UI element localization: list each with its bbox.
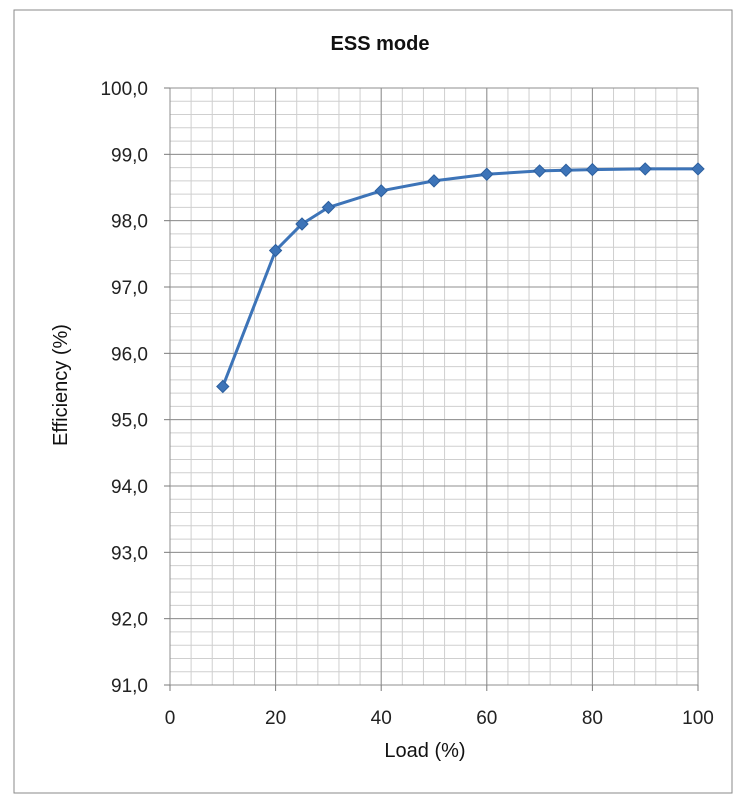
x-axis-ticks: 0 20 40 60 80 100 bbox=[165, 685, 714, 729]
x-tick-label: 60 bbox=[476, 708, 497, 729]
data-point-marker bbox=[268, 243, 283, 258]
data-point-marker bbox=[374, 184, 388, 198]
y-tick-label: 91,0 bbox=[111, 676, 148, 697]
x-tick-label: 20 bbox=[265, 708, 286, 729]
y-tick-label: 100,0 bbox=[100, 79, 148, 100]
y-tick-label: 92,0 bbox=[111, 610, 148, 631]
y-tick-label: 98,0 bbox=[111, 212, 148, 233]
x-tick-label: 0 bbox=[165, 708, 176, 729]
x-tick-label: 100 bbox=[682, 708, 714, 729]
data-point-marker bbox=[295, 217, 309, 231]
series-line bbox=[221, 167, 698, 388]
chart-frame bbox=[13, 9, 733, 794]
data-point-marker bbox=[321, 200, 336, 215]
data-point-marker bbox=[691, 162, 705, 176]
x-tick-label: 80 bbox=[582, 708, 603, 729]
data-point-marker bbox=[480, 167, 494, 181]
y-axis-label: Efficiency (%) bbox=[50, 324, 72, 446]
y-tick-label: 93,0 bbox=[111, 543, 148, 564]
chart-title: ESS mode bbox=[331, 33, 430, 55]
data-point-marker bbox=[638, 162, 652, 176]
series-layer bbox=[216, 162, 705, 394]
y-tick-label: 96,0 bbox=[111, 344, 148, 365]
x-tick-label: 40 bbox=[371, 708, 392, 729]
data-point-marker bbox=[532, 164, 547, 178]
y-tick-label: 94,0 bbox=[111, 477, 148, 498]
data-point-marker bbox=[427, 174, 441, 188]
y-tick-label: 95,0 bbox=[111, 411, 148, 432]
data-point-marker bbox=[559, 163, 573, 177]
major-grid bbox=[169, 87, 699, 686]
data-point-marker bbox=[585, 162, 600, 177]
y-tick-label: 99,0 bbox=[111, 145, 148, 166]
y-axis-ticks: 91,0 92,0 93,0 94,0 95,0 96,0 97,0 98,0 99,0 100,… bbox=[100, 79, 170, 697]
x-axis-label: Load (%) bbox=[384, 740, 465, 762]
data-point-marker bbox=[216, 379, 230, 394]
y-tick-label: 97,0 bbox=[111, 278, 148, 299]
